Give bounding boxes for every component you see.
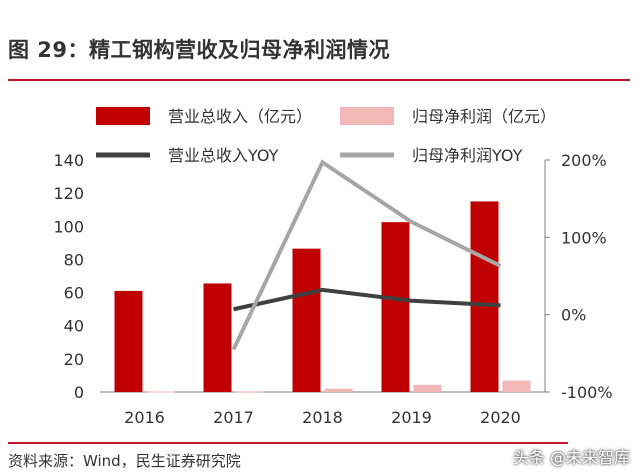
chart-canvas: 营业总收入（亿元） 归母净利润（亿元） 营业总收入YOY 归母净利润YOY 0 20 40… xyxy=(53,107,613,427)
profit-bar xyxy=(502,380,531,392)
left-tick-label: 20 xyxy=(64,350,84,369)
legend-profit-yoy-text: 归母净利润YOY xyxy=(412,146,523,165)
axes: 0 20 40 60 80 100 120 140 -100% 0% 100% 200% 2016 201… xyxy=(53,151,612,427)
x-tick-label: 2016 xyxy=(124,408,165,427)
left-tick-label: 0 xyxy=(74,383,84,402)
watermark-text: 头条 @未来智库 xyxy=(512,448,630,467)
title-divider xyxy=(8,79,630,81)
revenue-bar xyxy=(381,222,410,392)
left-tick-label: 40 xyxy=(64,317,84,336)
revenue-yoy-line xyxy=(233,287,501,312)
right-tick-label: 0% xyxy=(561,306,586,325)
x-tick-label: 2020 xyxy=(480,408,521,427)
legend: 营业总收入（亿元） 归母净利润（亿元） 营业总收入YOY 归母净利润YOY xyxy=(96,107,556,165)
profit-bar xyxy=(324,388,353,392)
left-tick-label: 60 xyxy=(64,284,84,303)
legend-revenue-text: 营业总收入（亿元） xyxy=(168,107,312,126)
x-tick-label: 2019 xyxy=(391,408,432,427)
right-tick-label: 200% xyxy=(561,151,607,170)
legend-revenue-swatch xyxy=(96,107,150,125)
legend-profit-swatch xyxy=(340,107,394,125)
legend-revenue-yoy-text: 营业总收入YOY xyxy=(168,146,279,165)
left-tick-label: 140 xyxy=(53,151,84,170)
revenue-bar xyxy=(470,201,499,392)
x-tick-label: 2017 xyxy=(213,408,254,427)
revenue-bar xyxy=(292,248,321,392)
legend-profit-text: 归母净利润（亿元） xyxy=(412,107,556,126)
footer-divider xyxy=(8,442,568,444)
bars xyxy=(114,201,531,393)
x-tick-label: 2018 xyxy=(302,408,343,427)
revenue-bar xyxy=(203,283,232,392)
profit-bar xyxy=(413,384,442,392)
revenue-bar xyxy=(114,290,143,392)
watermark: 头条 @未来智库 xyxy=(513,444,630,468)
right-tick-label: 100% xyxy=(561,228,607,247)
right-tick-label: -100% xyxy=(561,383,613,402)
lines xyxy=(231,159,502,351)
profit-bar xyxy=(235,391,264,393)
left-tick-label: 100 xyxy=(53,217,84,236)
source-note: 资料来源：Wind，民生证券研究院 xyxy=(8,452,241,470)
profit-yoy-line xyxy=(231,159,502,351)
left-tick-label: 120 xyxy=(53,184,84,203)
chart-title: 图 29：精工钢构营收及归母净利润情况 xyxy=(8,38,391,62)
profit-bar xyxy=(146,391,175,393)
left-tick-label: 80 xyxy=(64,250,84,269)
